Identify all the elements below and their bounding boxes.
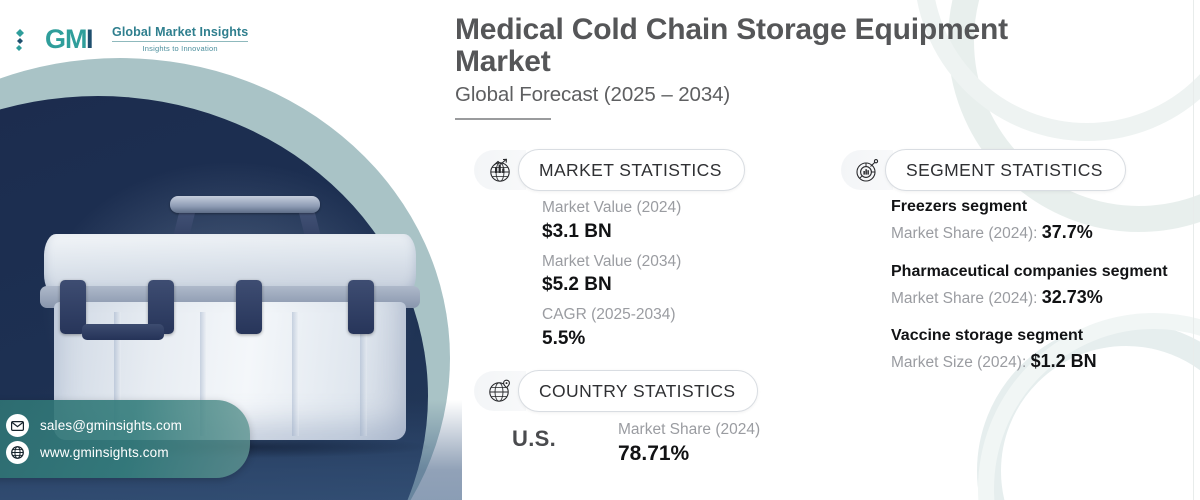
country-name: U.S. [512,426,556,451]
content-area: Medical Cold Chain Storage Equipment Mar… [452,0,1200,500]
globe-icon [6,441,29,464]
svg-text:I: I [86,24,94,54]
cagr-value: 5.5% [542,328,586,350]
segment-metric-label: Market Size (2024): [891,354,1031,372]
container-latch [60,280,86,334]
market-statistics-list: Market Value (2024) $3.1 BN Market Value… [542,198,681,359]
svg-text:GM: GM [45,24,87,54]
container-rib [200,312,207,436]
segment-metric-label: Market Share (2024): [891,289,1042,307]
segment-metric: Market Share (2024): 37.7% [891,220,1171,245]
segment-metric-value: 32.73% [1041,286,1103,307]
country-metric-value: 78.71% [618,442,690,466]
market-value-2034-value: $5.2 BN [542,274,612,296]
segment-name: Pharmaceutical companies segment [891,262,1168,280]
chip-segment-statistics[interactable]: SEGMENT STATISTICS [841,149,1126,191]
container-side-handle [82,324,164,340]
country-metric-label: Market Share (2024) [618,421,761,438]
chip-market-statistics[interactable]: MARKET STATISTICS [474,149,745,191]
brand-name: Global Market Insights [112,25,249,39]
segment-metric: Market Size (2024): $1.2 BN [891,349,1171,374]
brand-logo[interactable]: GM I Global Market Insights Insights to … [14,24,249,54]
donut-chart-icon [841,150,893,190]
page-title: Medical Cold Chain Storage Equipment Mar… [455,13,1008,79]
title-divider [455,118,551,120]
page-subtitle: Global Forecast (2025 – 2034) [455,83,731,106]
chip-country-statistics[interactable]: COUNTRY STATISTICS [474,370,759,412]
container-latch [236,280,262,334]
container-rib [292,312,299,436]
gmi-wordmark-icon: GM I [45,24,94,54]
contact-email-row[interactable]: sales@gminsights.com [6,414,236,437]
globe-pin-icon [474,371,526,411]
container-latch [348,280,374,334]
contact-email-text: sales@gminsights.com [40,418,183,433]
brand-tagline: Insights to Innovation [142,44,218,53]
container-rib [114,312,121,436]
contact-badge: sales@gminsights.com www.gminsights.com [0,400,250,478]
market-value-2024-label: Market Value (2024) [542,199,682,216]
segment-metric-value: 37.7% [1041,221,1093,242]
chip-country-statistics-label: COUNTRY STATISTICS [518,370,759,412]
segment-name: Freezers segment [891,198,1028,215]
segment-metric-label: Market Share (2024): [891,224,1042,242]
contact-website-text: www.gminsights.com [40,445,169,460]
globe-chart-icon [474,150,526,190]
cagr-label: CAGR (2025-2034) [542,306,676,324]
segment-item: Vaccine storage segment Market Size (202… [891,326,1171,374]
segment-metric: Market Share (2024): 32.73% [891,285,1171,310]
decor-edge-line [1193,0,1194,500]
brand-rule [112,41,249,42]
segment-name: Vaccine storage segment [891,327,1084,345]
chip-segment-statistics-label: SEGMENT STATISTICS [885,149,1126,191]
envelope-icon [6,414,29,437]
container-rib [360,312,367,436]
product-image-panel: sales@gminsights.com www.gminsights.com [0,0,462,500]
country-statistics-block: U.S. Market Share (2024) 78.71% [512,420,760,467]
gmi-diamond-icon [16,29,24,51]
market-value-2024-value: $3.1 BN [542,220,612,242]
contact-website-row[interactable]: www.gminsights.com [6,441,236,464]
segment-statistics-list: Freezers segment Market Share (2024): 37… [891,197,1171,391]
market-value-2034-label: Market Value (2034) [542,252,682,270]
container-handle-bar [170,196,320,213]
chip-market-statistics-label: MARKET STATISTICS [518,149,745,191]
segment-item: Freezers segment Market Share (2024): 37… [891,197,1171,245]
country-metric: Market Share (2024) 78.71% [618,420,760,467]
segment-item: Pharmaceutical companies segment Market … [891,262,1171,310]
segment-metric-value: $1.2 BN [1030,351,1097,372]
